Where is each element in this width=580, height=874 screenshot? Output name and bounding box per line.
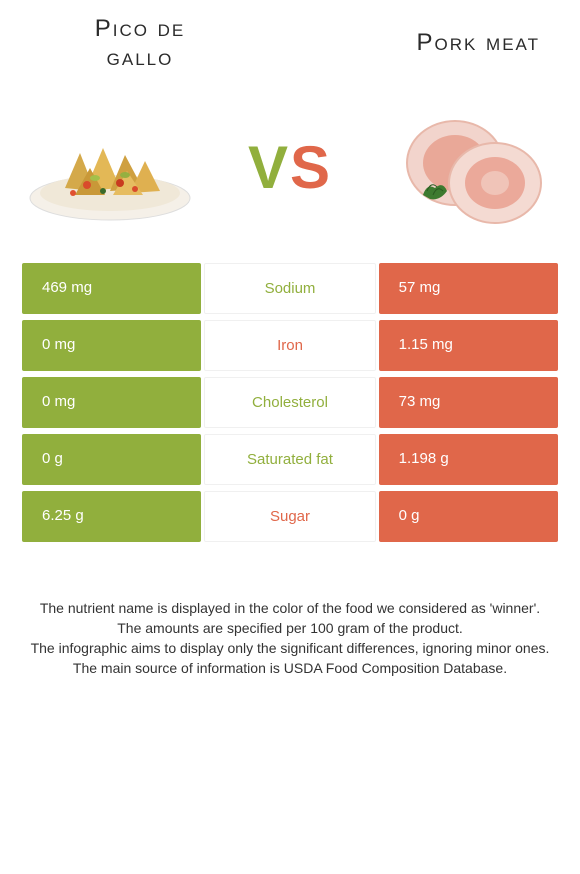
footer-line: The infographic aims to display only the… — [25, 638, 555, 658]
nutrient-name: Sugar — [204, 491, 375, 542]
table-row: 469 mg Sodium 57 mg — [22, 263, 558, 314]
table-row: 6.25 g Sugar 0 g — [22, 491, 558, 542]
footer-notes: The nutrient name is displayed in the co… — [0, 548, 580, 694]
left-value: 0 mg — [22, 377, 201, 428]
right-value: 73 mg — [379, 377, 558, 428]
nutrient-name: Cholesterol — [204, 377, 375, 428]
footer-line: The main source of information is USDA F… — [25, 658, 555, 678]
table-row: 0 mg Cholesterol 73 mg — [22, 377, 558, 428]
right-food-title: Pork meat — [340, 29, 540, 58]
left-food-title: Pico de gallo — [40, 15, 240, 73]
nutrient-table: 469 mg Sodium 57 mg 0 mg Iron 1.15 mg 0 … — [0, 263, 580, 542]
pico-de-gallo-image — [25, 103, 195, 233]
vs-label: VS — [248, 133, 332, 202]
title-line1: Pico de — [95, 15, 186, 42]
right-value: 0 g — [379, 491, 558, 542]
title-line2: gallo — [107, 44, 174, 71]
vs-s: S — [290, 134, 332, 201]
images-row: VS — [0, 83, 580, 263]
table-row: 0 g Saturated fat 1.198 g — [22, 434, 558, 485]
header: Pico de gallo Pork meat — [0, 0, 580, 83]
left-value: 469 mg — [22, 263, 201, 314]
table-row: 0 mg Iron 1.15 mg — [22, 320, 558, 371]
left-value: 6.25 g — [22, 491, 201, 542]
right-value: 1.198 g — [379, 434, 558, 485]
right-value: 1.15 mg — [379, 320, 558, 371]
left-value: 0 g — [22, 434, 201, 485]
pork-meat-image — [385, 103, 555, 233]
nutrient-name: Saturated fat — [204, 434, 375, 485]
footer-line: The nutrient name is displayed in the co… — [25, 598, 555, 618]
vs-v: V — [248, 134, 290, 201]
left-value: 0 mg — [22, 320, 201, 371]
nutrient-name: Sodium — [204, 263, 375, 314]
right-value: 57 mg — [379, 263, 558, 314]
nutrient-name: Iron — [204, 320, 375, 371]
footer-line: The amounts are specified per 100 gram o… — [25, 618, 555, 638]
